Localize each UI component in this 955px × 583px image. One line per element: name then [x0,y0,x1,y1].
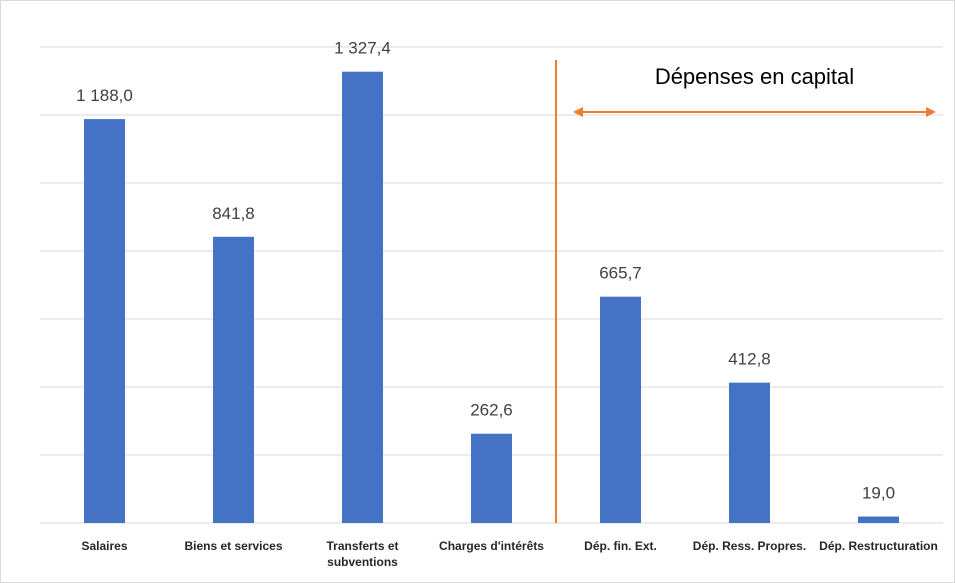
data-label: 19,0 [862,484,895,503]
x-tick-label: Charges d'intérêts [439,539,544,553]
x-tick-label: Dép. Restructuration [819,539,938,553]
bar [729,382,770,523]
x-tick-label: Transferts et subventions [326,539,399,569]
data-label: 665,7 [599,264,642,283]
bar [213,236,254,523]
x-tick-label: Salaires [81,539,128,553]
data-label: 412,8 [728,350,771,369]
bar [84,119,125,523]
bar [858,516,899,523]
data-label: 1 188,0 [76,86,133,105]
data-label: 1 327,4 [334,39,391,58]
data-label: 841,8 [212,204,255,223]
x-tick-label: Dép. Ress. Propres. [692,539,807,553]
data-label: 262,6 [470,401,513,420]
x-tick-label: Biens et services [184,539,283,553]
bar [600,296,641,523]
bar [342,71,383,524]
x-tick-label: Dép. fin. Ext. [584,539,657,553]
annotation: Dépenses en capital [655,64,854,89]
bar [471,433,512,523]
